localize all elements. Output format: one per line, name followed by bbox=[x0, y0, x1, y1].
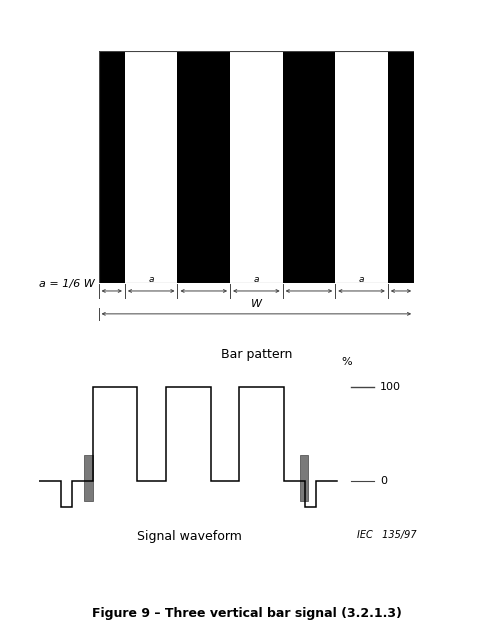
Text: a: a bbox=[148, 275, 154, 284]
Bar bbox=[177, 51, 230, 283]
Text: a: a bbox=[201, 275, 207, 284]
Text: 0: 0 bbox=[380, 476, 387, 486]
Text: IEC   135/97: IEC 135/97 bbox=[356, 530, 416, 541]
Bar bbox=[99, 51, 125, 283]
Bar bbox=[84, 455, 93, 501]
Text: Signal waveform: Signal waveform bbox=[137, 530, 242, 543]
Text: Bar pattern: Bar pattern bbox=[221, 348, 292, 361]
Text: a: a bbox=[359, 275, 364, 284]
Text: 100: 100 bbox=[380, 382, 401, 392]
Text: %: % bbox=[342, 357, 352, 366]
Bar bbox=[282, 51, 335, 283]
Text: Figure 9 – Three vertical bar signal (3.2.1.3): Figure 9 – Three vertical bar signal (3.… bbox=[92, 607, 401, 620]
Bar bbox=[125, 51, 177, 283]
Text: W: W bbox=[251, 300, 262, 309]
Text: a: a bbox=[306, 275, 312, 284]
Text: a/2: a/2 bbox=[105, 275, 119, 284]
Bar bbox=[335, 51, 388, 283]
Bar bbox=[230, 51, 282, 283]
Bar bbox=[388, 51, 414, 283]
Text: a/2: a/2 bbox=[394, 275, 408, 284]
Text: a = 1/6 W: a = 1/6 W bbox=[38, 279, 94, 289]
Text: a: a bbox=[253, 275, 259, 284]
Bar bbox=[300, 455, 308, 501]
